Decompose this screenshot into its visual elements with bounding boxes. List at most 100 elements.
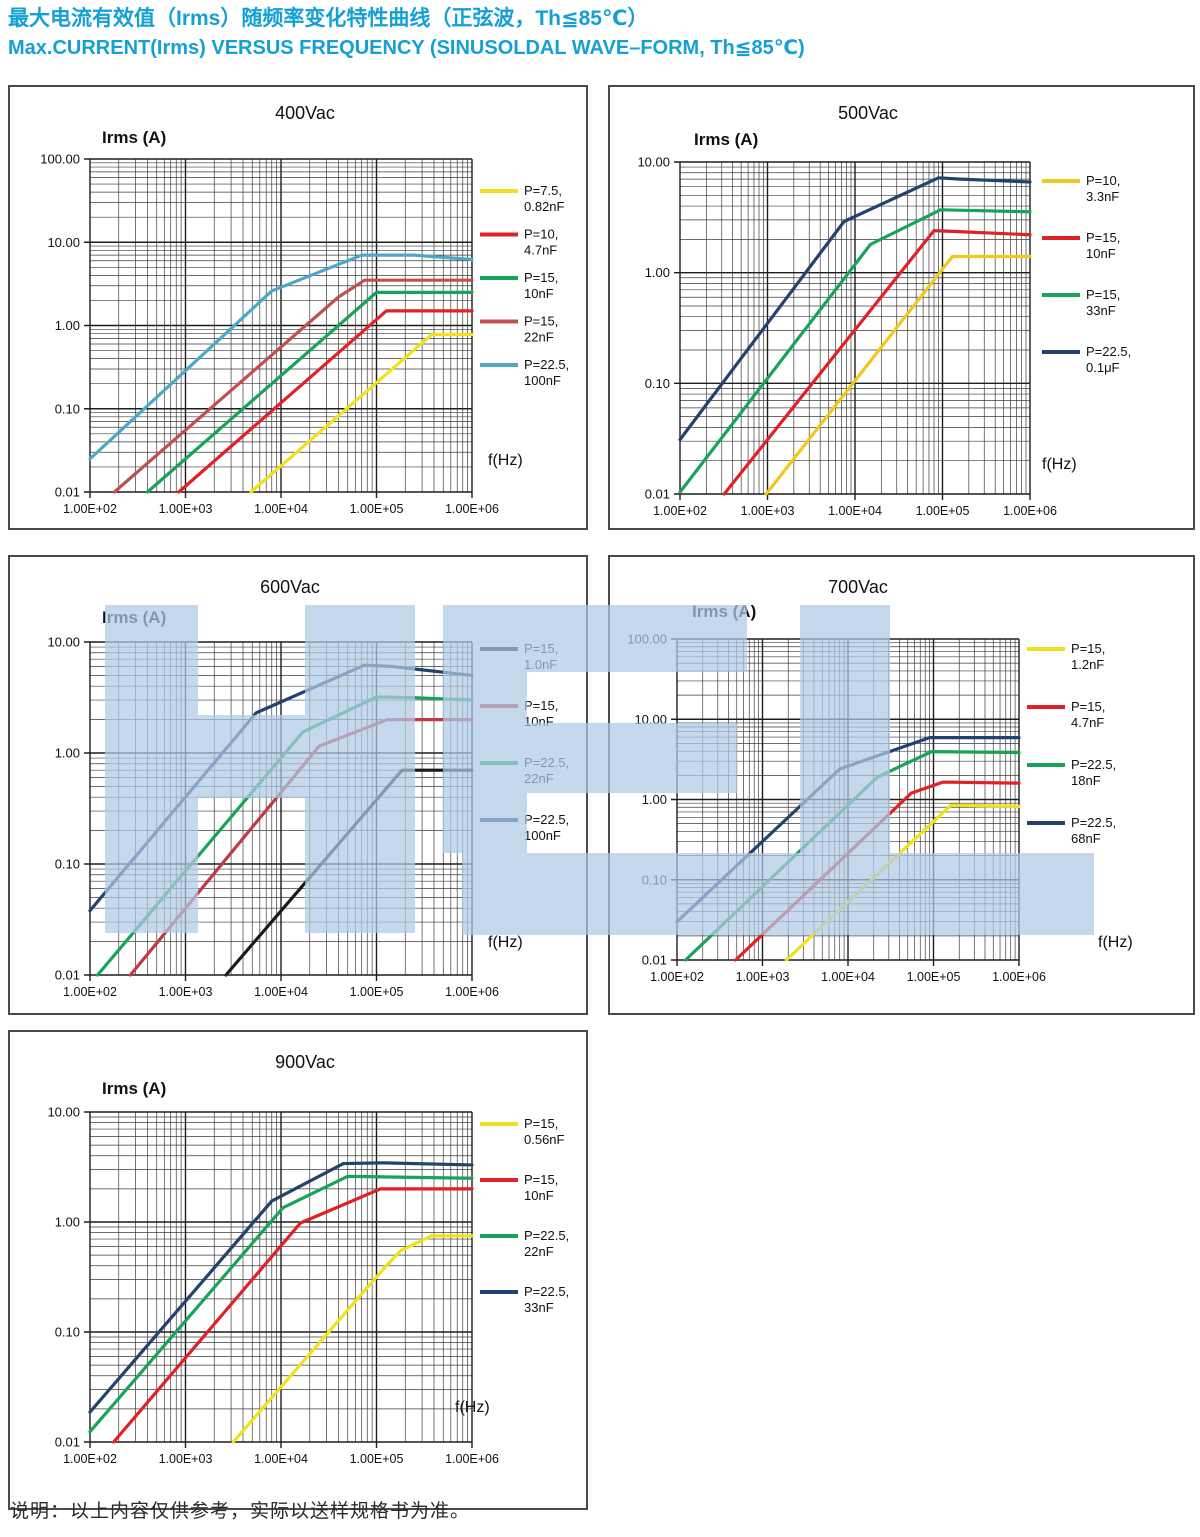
curve-400vac-2 <box>145 290 474 494</box>
curve-400vac-3 <box>112 278 474 494</box>
curve-600vac-0 <box>224 768 474 977</box>
legend-label: 10nF <box>1086 246 1116 261</box>
series-group <box>88 253 474 494</box>
y-tick-label: 100.00 <box>40 152 80 167</box>
y-axis-label: Irms (A) <box>102 128 166 147</box>
chart-500vac: 10.00 1.00 0.10 0.01 1.00E+02 1.00E+03 1.00E+0… <box>637 103 1131 518</box>
chart-400vac: 100.00 10.00 1.00 0.10 0.01 1.00E+02 1.00E+03 1… <box>40 103 569 516</box>
legend-label: 22nF <box>524 1244 554 1259</box>
legend-label: 0.82nF <box>524 199 565 214</box>
x-tick-label: 1.00E+04 <box>254 985 308 999</box>
legend-item: P=22.5,68nF <box>1027 815 1116 846</box>
legend-item: P=22.5,18nF <box>1027 757 1116 788</box>
x-axis-label: f(Hz) <box>1098 934 1133 951</box>
legend-label: P=15, <box>524 641 558 656</box>
chart-title: 500Vac <box>838 103 898 123</box>
legend-item: P=22.5,33nF <box>480 1284 569 1315</box>
legend-item: P=15,10nF <box>1042 230 1120 261</box>
y-axis-label: Irms (A) <box>102 608 166 627</box>
chart-panel-700vac: 100.00 10.00 1.00 0.10 0.01 1.00E+02 1.00E+03 1… <box>608 555 1195 1015</box>
footnote: 说明：以上内容仅供参考，实际以送样规格书为准。 <box>10 1501 471 1522</box>
curve-500vac-0 <box>764 254 1032 496</box>
legend-label: 68nF <box>1071 831 1101 846</box>
legend-label: P=15, <box>524 1172 558 1187</box>
legend-label: P=22.5, <box>1086 344 1131 359</box>
x-tick-label: 1.00E+02 <box>650 970 704 984</box>
legend-label: P=10, <box>524 227 558 242</box>
legend-label: 18nF <box>1071 773 1101 788</box>
chart-700vac: 100.00 10.00 1.00 0.10 0.01 1.00E+02 1.00E+03 1… <box>627 577 1133 984</box>
x-tick-label: 1.00E+02 <box>63 1452 117 1466</box>
y-tick-label: 10.00 <box>47 1105 80 1120</box>
legend-label: 22nF <box>524 771 554 786</box>
legend-label: P=15, <box>524 314 558 329</box>
chart-900vac: 10.00 1.00 0.10 0.01 1.00E+02 1.00E+03 1.00E+0… <box>47 1052 569 1466</box>
y-tick-label: 1.00 <box>642 792 667 807</box>
x-tick-label: 1.00E+05 <box>907 970 961 984</box>
x-tick-label: 1.00E+02 <box>63 502 117 516</box>
legend-item: P=10,3.3nF <box>1042 173 1120 204</box>
x-tick-label: 1.00E+04 <box>254 502 308 516</box>
y-axis-label: Irms (A) <box>694 130 758 149</box>
y-tick-label: 1.00 <box>55 1215 80 1230</box>
curve-500vac-2 <box>678 208 1032 494</box>
y-tick-label: 100.00 <box>627 632 667 647</box>
legend-item: P=22.5,22nF <box>480 1228 569 1259</box>
x-tick-label: 1.00E+04 <box>821 970 875 984</box>
x-tick-label: 1.00E+05 <box>350 985 404 999</box>
legend-item: P=15,1.2nF <box>1027 641 1105 672</box>
y-tick-label: 10.00 <box>634 712 667 727</box>
curve-900vac-1 <box>112 1187 474 1444</box>
x-tick-label: 1.00E+06 <box>445 985 499 999</box>
legend-label: P=7.5, <box>524 183 562 198</box>
y-axis-label: Irms (A) <box>102 1079 166 1098</box>
legend-item: P=15,10nF <box>480 698 558 729</box>
x-axis-label: f(Hz) <box>488 452 523 469</box>
legend-item: P=15,1.0nF <box>480 641 558 672</box>
curve-400vac-4 <box>88 253 474 461</box>
y-tick-label: 0.01 <box>55 1435 80 1450</box>
legend-label: 3.3nF <box>1086 189 1119 204</box>
x-tick-label: 1.00E+04 <box>254 1452 308 1466</box>
chart-title: 600Vac <box>260 577 320 597</box>
x-tick-label: 1.00E+03 <box>741 504 795 518</box>
legend-item: P=22.5,100nF <box>480 357 569 388</box>
y-tick-label: 1.00 <box>55 746 80 761</box>
legend-label: 33nF <box>524 1300 554 1315</box>
legend-label: P=22.5, <box>524 357 569 372</box>
chart-panel-900vac: 10.00 1.00 0.10 0.01 1.00E+02 1.00E+03 1.00E+0… <box>8 1030 588 1510</box>
legend-label: 33nF <box>1086 303 1116 318</box>
y-tick-label: 10.00 <box>47 235 80 250</box>
chart-panel-500vac: 10.00 1.00 0.10 0.01 1.00E+02 1.00E+03 1.00E+0… <box>608 85 1195 530</box>
y-tick-label: 1.00 <box>55 318 80 333</box>
series-group <box>88 1161 474 1444</box>
legend-label: P=15, <box>1071 699 1105 714</box>
chart-600vac: 10.00 1.00 0.10 0.01 1.00E+02 1.00E+03 1.00E+0… <box>47 577 569 999</box>
legend-label: P=15, <box>524 1116 558 1131</box>
legend-label: P=15, <box>1071 641 1105 656</box>
curve-500vac-3 <box>678 176 1032 442</box>
legend-label: P=22.5, <box>1071 757 1116 772</box>
x-tick-label: 1.00E+06 <box>445 1452 499 1466</box>
legend-item: P=22.5,0.1μF <box>1042 344 1131 375</box>
legend-label: P=15, <box>524 698 558 713</box>
legend-label: 10nF <box>524 286 554 301</box>
legend-label: 0.1μF <box>1086 360 1120 375</box>
curve-400vac-0 <box>249 332 474 494</box>
legend-item: P=15,4.7nF <box>1027 699 1105 730</box>
legend-item: P=7.5,0.82nF <box>480 183 565 214</box>
chart-title: 700Vac <box>828 577 888 597</box>
x-tick-label: 1.00E+06 <box>1003 504 1057 518</box>
legend-label: 100nF <box>524 373 561 388</box>
curve-400vac-1 <box>177 309 474 494</box>
axis-ticks <box>84 1111 473 1448</box>
curve-900vac-0 <box>231 1234 474 1444</box>
y-tick-label: 0.01 <box>645 487 670 502</box>
legend-label: 10nF <box>524 1188 554 1203</box>
y-tick-label: 0.10 <box>645 376 670 391</box>
y-tick-label: 1.00 <box>645 265 670 280</box>
y-axis-label: Irms (A) <box>692 602 756 621</box>
page-header: 最大电流有效值（Irms）随频率变化特性曲线（正弦波，Th≦85℃） Max.C… <box>8 4 805 63</box>
x-tick-label: 1.00E+04 <box>828 504 882 518</box>
